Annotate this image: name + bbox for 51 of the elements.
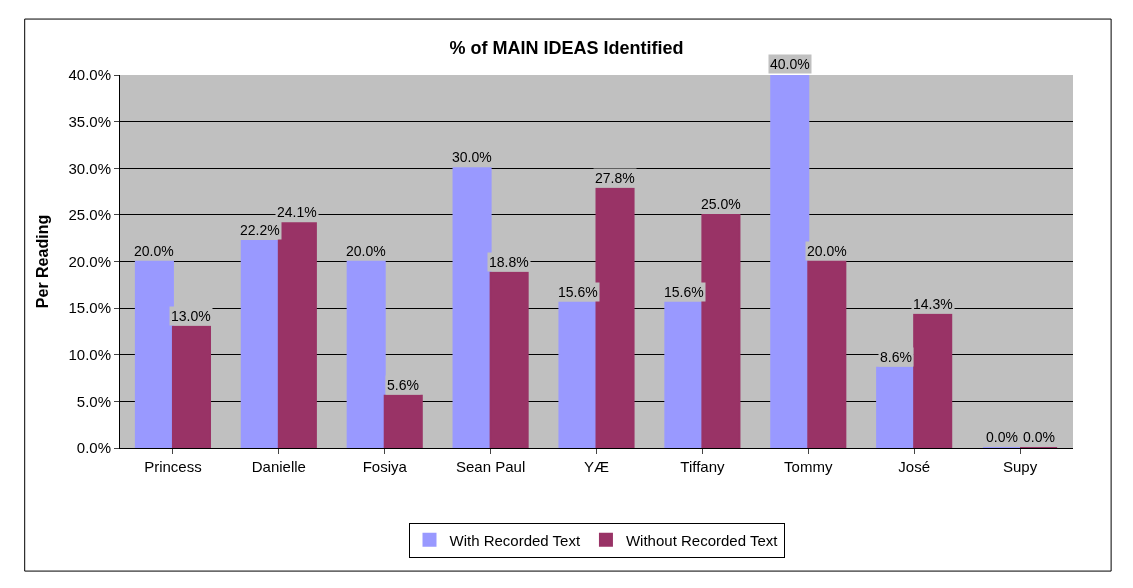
bar [489,271,529,448]
data-label: 40.0% [770,56,810,72]
bar [171,325,212,448]
bar [876,366,916,448]
y-tick-label: 20.0% [68,252,111,270]
data-label: 15.6% [558,284,598,300]
x-tick-label: YÆ [583,458,610,475]
bar [383,394,423,448]
y-tick-label: 5.0% [76,392,111,410]
data-label: 20.0% [807,243,847,259]
y-tick-label: 35.0% [68,112,111,130]
bar [664,301,704,448]
data-label: 8.6% [880,349,912,365]
data-label: 5.6% [387,377,419,393]
x-tick-label: Fosiya [362,458,408,475]
bar [452,167,492,448]
data-label: 25.0% [701,196,741,212]
x-tick-label: Danielle [251,458,306,475]
x-tick-label: Sean Paul [455,458,526,475]
y-tick-label: 25.0% [68,206,111,224]
data-label: 0.0% [1023,429,1055,445]
bar [807,260,847,448]
bar [558,301,598,448]
data-label: 20.0% [346,243,386,259]
data-label: 30.0% [452,149,492,165]
data-label: 18.8% [489,254,529,270]
legend-label: With Recorded Text [449,531,581,549]
data-label: 20.0% [134,243,174,259]
data-label: 13.0% [171,308,211,324]
data-label: 22.2% [240,222,280,238]
legend-label: Without Recorded Text [625,531,779,549]
x-tick-label: Tommy [784,458,833,475]
data-label: 24.1% [277,204,317,220]
data-label: 15.6% [664,284,704,300]
y-tick-label: 40.0% [68,66,111,84]
y-tick-label: 0.0% [76,439,111,457]
chart-title: % of MAIN IDEAS Identified [449,37,684,58]
bar [346,260,386,448]
y-tick-label: 10.0% [68,346,111,363]
data-label: 27.8% [595,170,635,186]
x-tick-label: José [898,458,931,475]
x-tick-label: Supy [1002,458,1038,475]
x-tick-label: Princess [144,458,202,475]
y-axis-title: Per Reading [34,214,52,309]
y-tick-label: 30.0% [68,159,111,177]
data-label: 14.3% [913,296,953,312]
y-tick-label: 15.0% [68,299,111,317]
x-tick-label: Tiffany [680,458,725,475]
data-label: 0.0% [986,429,1018,445]
bar [240,239,280,448]
bar [134,260,174,448]
